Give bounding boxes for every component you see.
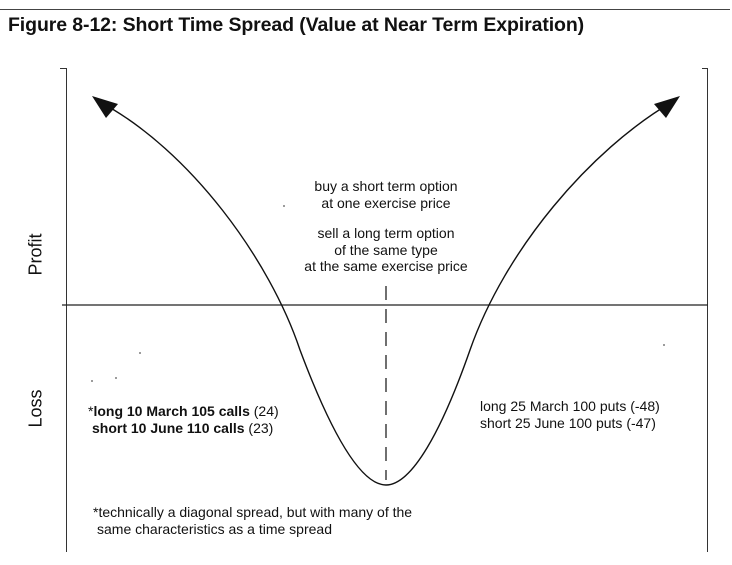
left-example-position: long 10 March 105 calls <box>93 403 250 419</box>
frame-tick-top-right <box>702 68 708 69</box>
footnote: *technically a diagonal spread, but with… <box>93 504 412 537</box>
footnote-marker: * <box>88 403 94 419</box>
left-example-line1: *long 10 March 105 calls (24) <box>88 403 279 420</box>
loss-axis-label: Loss <box>25 389 46 428</box>
sell-note-line: at the same exercise price <box>304 258 468 274</box>
left-example-position: short 10 June 110 calls <box>92 419 245 436</box>
speck <box>115 377 117 379</box>
profit-axis-label: Profit <box>25 233 46 276</box>
buy-note: buy a short term option at one exercise … <box>276 178 496 211</box>
buy-note-line: buy a short term option <box>314 178 458 194</box>
right-arrowhead <box>654 96 680 118</box>
payoff-curve <box>99 101 673 486</box>
left-arrowhead <box>92 96 118 118</box>
left-example: *long 10 March 105 calls (24) short 10 J… <box>88 403 279 436</box>
speck <box>663 344 665 346</box>
top-rule <box>0 9 730 10</box>
left-example-value: (24) <box>253 403 279 419</box>
right-example: long 25 March 100 puts (-48) short 25 Ju… <box>480 398 660 431</box>
left-example-line2: short 10 June 110 calls (23) <box>88 420 279 437</box>
left-example-value: (23) <box>248 419 274 436</box>
right-example-line: long 25 March 100 puts (-48) <box>480 398 660 414</box>
sell-note-line: of the same type <box>334 241 438 258</box>
speck <box>139 352 141 354</box>
chart-frame <box>66 68 708 552</box>
sell-note-line: sell a long term option <box>317 225 455 241</box>
footnote-line: *technically a diagonal spread, but with… <box>93 504 413 520</box>
right-example-line: short 25 June 100 puts (-47) <box>480 414 656 431</box>
footnote-line: same characteristics as a time spread <box>97 520 332 537</box>
figure-title: Figure 8-12: Short Time Spread (Value at… <box>8 14 585 36</box>
speck <box>91 380 93 382</box>
frame-tick-top-left <box>60 68 66 69</box>
sell-note: sell a long term option of the same type… <box>276 225 496 275</box>
speck <box>283 205 285 207</box>
buy-note-line: at one exercise price <box>321 194 451 211</box>
